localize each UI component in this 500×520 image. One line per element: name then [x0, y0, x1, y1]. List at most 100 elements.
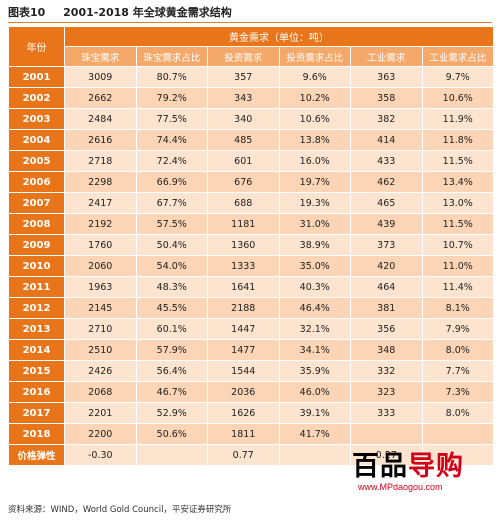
- source-note: 资料来源：WIND，World Gold Council，平安证券研究所: [8, 505, 232, 515]
- table-cell: 19.3%: [278, 192, 351, 214]
- table-cell: 2484: [64, 108, 137, 130]
- table-cell: 41.7%: [278, 423, 351, 445]
- table-cell: 50.4%: [135, 234, 208, 256]
- table-cell: 357: [207, 66, 280, 88]
- col-header: 投资需求占比: [278, 46, 351, 67]
- table-cell: 16.0%: [278, 150, 351, 172]
- row-label: 2011: [8, 276, 65, 298]
- table-cell: 2298: [64, 171, 137, 193]
- table-cell: 348: [350, 339, 423, 361]
- table-row: 2014 2510 57.9% 1477 34.1% 348 8.0%: [8, 339, 494, 361]
- table-cell: 2710: [64, 318, 137, 340]
- table-cell: 13.8%: [278, 129, 351, 151]
- table-cell: 340: [207, 108, 280, 130]
- table-row: 2011 1963 48.3% 1641 40.3% 464 11.4%: [8, 276, 494, 298]
- table-cell: 2060: [64, 255, 137, 277]
- row-label: 2001: [8, 66, 65, 88]
- table-cell: 34.1%: [278, 339, 351, 361]
- table-cell: 382: [350, 108, 423, 130]
- table-cell: 373: [350, 234, 423, 256]
- table-cell: 420: [350, 255, 423, 277]
- table-cell: 485: [207, 129, 280, 151]
- table-cell: 11.5%: [421, 213, 494, 235]
- table-cell: 2200: [64, 423, 137, 445]
- table-row: 2002 2662 79.2% 343 10.2% 358 10.6%: [8, 87, 494, 109]
- table-cell: 11.0%: [421, 255, 494, 277]
- figure-number: 图表10: [8, 6, 46, 19]
- table-cell: 1626: [207, 402, 280, 424]
- table-row: 2015 2426 56.4% 1544 35.9% 332 7.7%: [8, 360, 494, 382]
- row-label: 2004: [8, 129, 65, 151]
- table-row: 2016 2068 46.7% 2036 46.0% 323 7.3%: [8, 381, 494, 403]
- table-cell: 414: [350, 129, 423, 151]
- table-cell: 56.4%: [135, 360, 208, 382]
- table-cell: 2510: [64, 339, 137, 361]
- col-header: 珠宝需求占比: [135, 46, 208, 67]
- row-label: 2013: [8, 318, 65, 340]
- row-label: 2003: [8, 108, 65, 130]
- table-cell: [421, 444, 494, 466]
- table-row: 2008 2192 57.5% 1181 31.0% 439 11.5%: [8, 213, 494, 235]
- row-label: 2002: [8, 87, 65, 109]
- row-label: 2016: [8, 381, 65, 403]
- table-cell: 465: [350, 192, 423, 214]
- watermark-logo: 百品导购 www.MPdaogou.com: [352, 452, 492, 500]
- table-cell: 11.9%: [421, 108, 494, 130]
- header-year: 年份: [8, 26, 65, 67]
- table-row: 2005 2718 72.4% 601 16.0% 433 11.5%: [8, 150, 494, 172]
- table-cell: 363: [350, 66, 423, 88]
- table-cell: 66.9%: [135, 171, 208, 193]
- header-group: 黄金需求（单位：吨）: [64, 26, 494, 47]
- table-cell: 57.5%: [135, 213, 208, 235]
- table-cell: 8.1%: [421, 297, 494, 319]
- col-header: 工业需求占比: [421, 46, 494, 67]
- table-cell: 77.5%: [135, 108, 208, 130]
- table-cell: 46.0%: [278, 381, 351, 403]
- table-row: 2013 2710 60.1% 1447 32.1% 356 7.9%: [8, 318, 494, 340]
- col-header: 工业需求: [350, 46, 423, 67]
- table-cell: 9.7%: [421, 66, 494, 88]
- table-cell: 381: [350, 297, 423, 319]
- table-cell: 0.77: [207, 444, 280, 466]
- row-label: 2008: [8, 213, 65, 235]
- table-row: 2009 1760 50.4% 1360 38.9% 373 10.7%: [8, 234, 494, 256]
- row-label: 2010: [8, 255, 65, 277]
- table-cell: 10.6%: [278, 108, 351, 130]
- table-cell: 2145: [64, 297, 137, 319]
- table-cell: 11.4%: [421, 276, 494, 298]
- table-cell: 19.7%: [278, 171, 351, 193]
- table-row: 2010 2060 54.0% 1333 35.0% 420 11.0%: [8, 255, 494, 277]
- table-cell: 2426: [64, 360, 137, 382]
- row-label: 2009: [8, 234, 65, 256]
- table-cell: 2192: [64, 213, 137, 235]
- table-cell: 2201: [64, 402, 137, 424]
- table-cell: 1811: [207, 423, 280, 445]
- col-header: 珠宝需求: [64, 46, 137, 67]
- table-cell: 2188: [207, 297, 280, 319]
- table-cell: [278, 444, 351, 466]
- table-cell: 10.6%: [421, 87, 494, 109]
- table-row: 2007 2417 67.7% 688 19.3% 465 13.0%: [8, 192, 494, 214]
- table-cell: 462: [350, 171, 423, 193]
- watermark-url: www.MPdaogou.com: [358, 482, 443, 492]
- table-cell: 45.5%: [135, 297, 208, 319]
- table-cell: 46.4%: [278, 297, 351, 319]
- table-cell: 356: [350, 318, 423, 340]
- table-cell: 7.9%: [421, 318, 494, 340]
- table-cell: 38.9%: [278, 234, 351, 256]
- table-row: 2004 2616 74.4% 485 13.8% 414 11.8%: [8, 129, 494, 151]
- table-cell: 464: [350, 276, 423, 298]
- table-cell: 50.6%: [135, 423, 208, 445]
- row-label: 2014: [8, 339, 65, 361]
- table-cell: 688: [207, 192, 280, 214]
- table-cell: 13.4%: [421, 171, 494, 193]
- table-cell: 323: [350, 381, 423, 403]
- table-cell: 31.0%: [278, 213, 351, 235]
- table-cell: 67.7%: [135, 192, 208, 214]
- table-cell: 60.1%: [135, 318, 208, 340]
- table-row: 2012 2145 45.5% 2188 46.4% 381 8.1%: [8, 297, 494, 319]
- table-cell: 52.9%: [135, 402, 208, 424]
- table-cell: [350, 423, 423, 445]
- table-cell: 343: [207, 87, 280, 109]
- table-cell: 433: [350, 150, 423, 172]
